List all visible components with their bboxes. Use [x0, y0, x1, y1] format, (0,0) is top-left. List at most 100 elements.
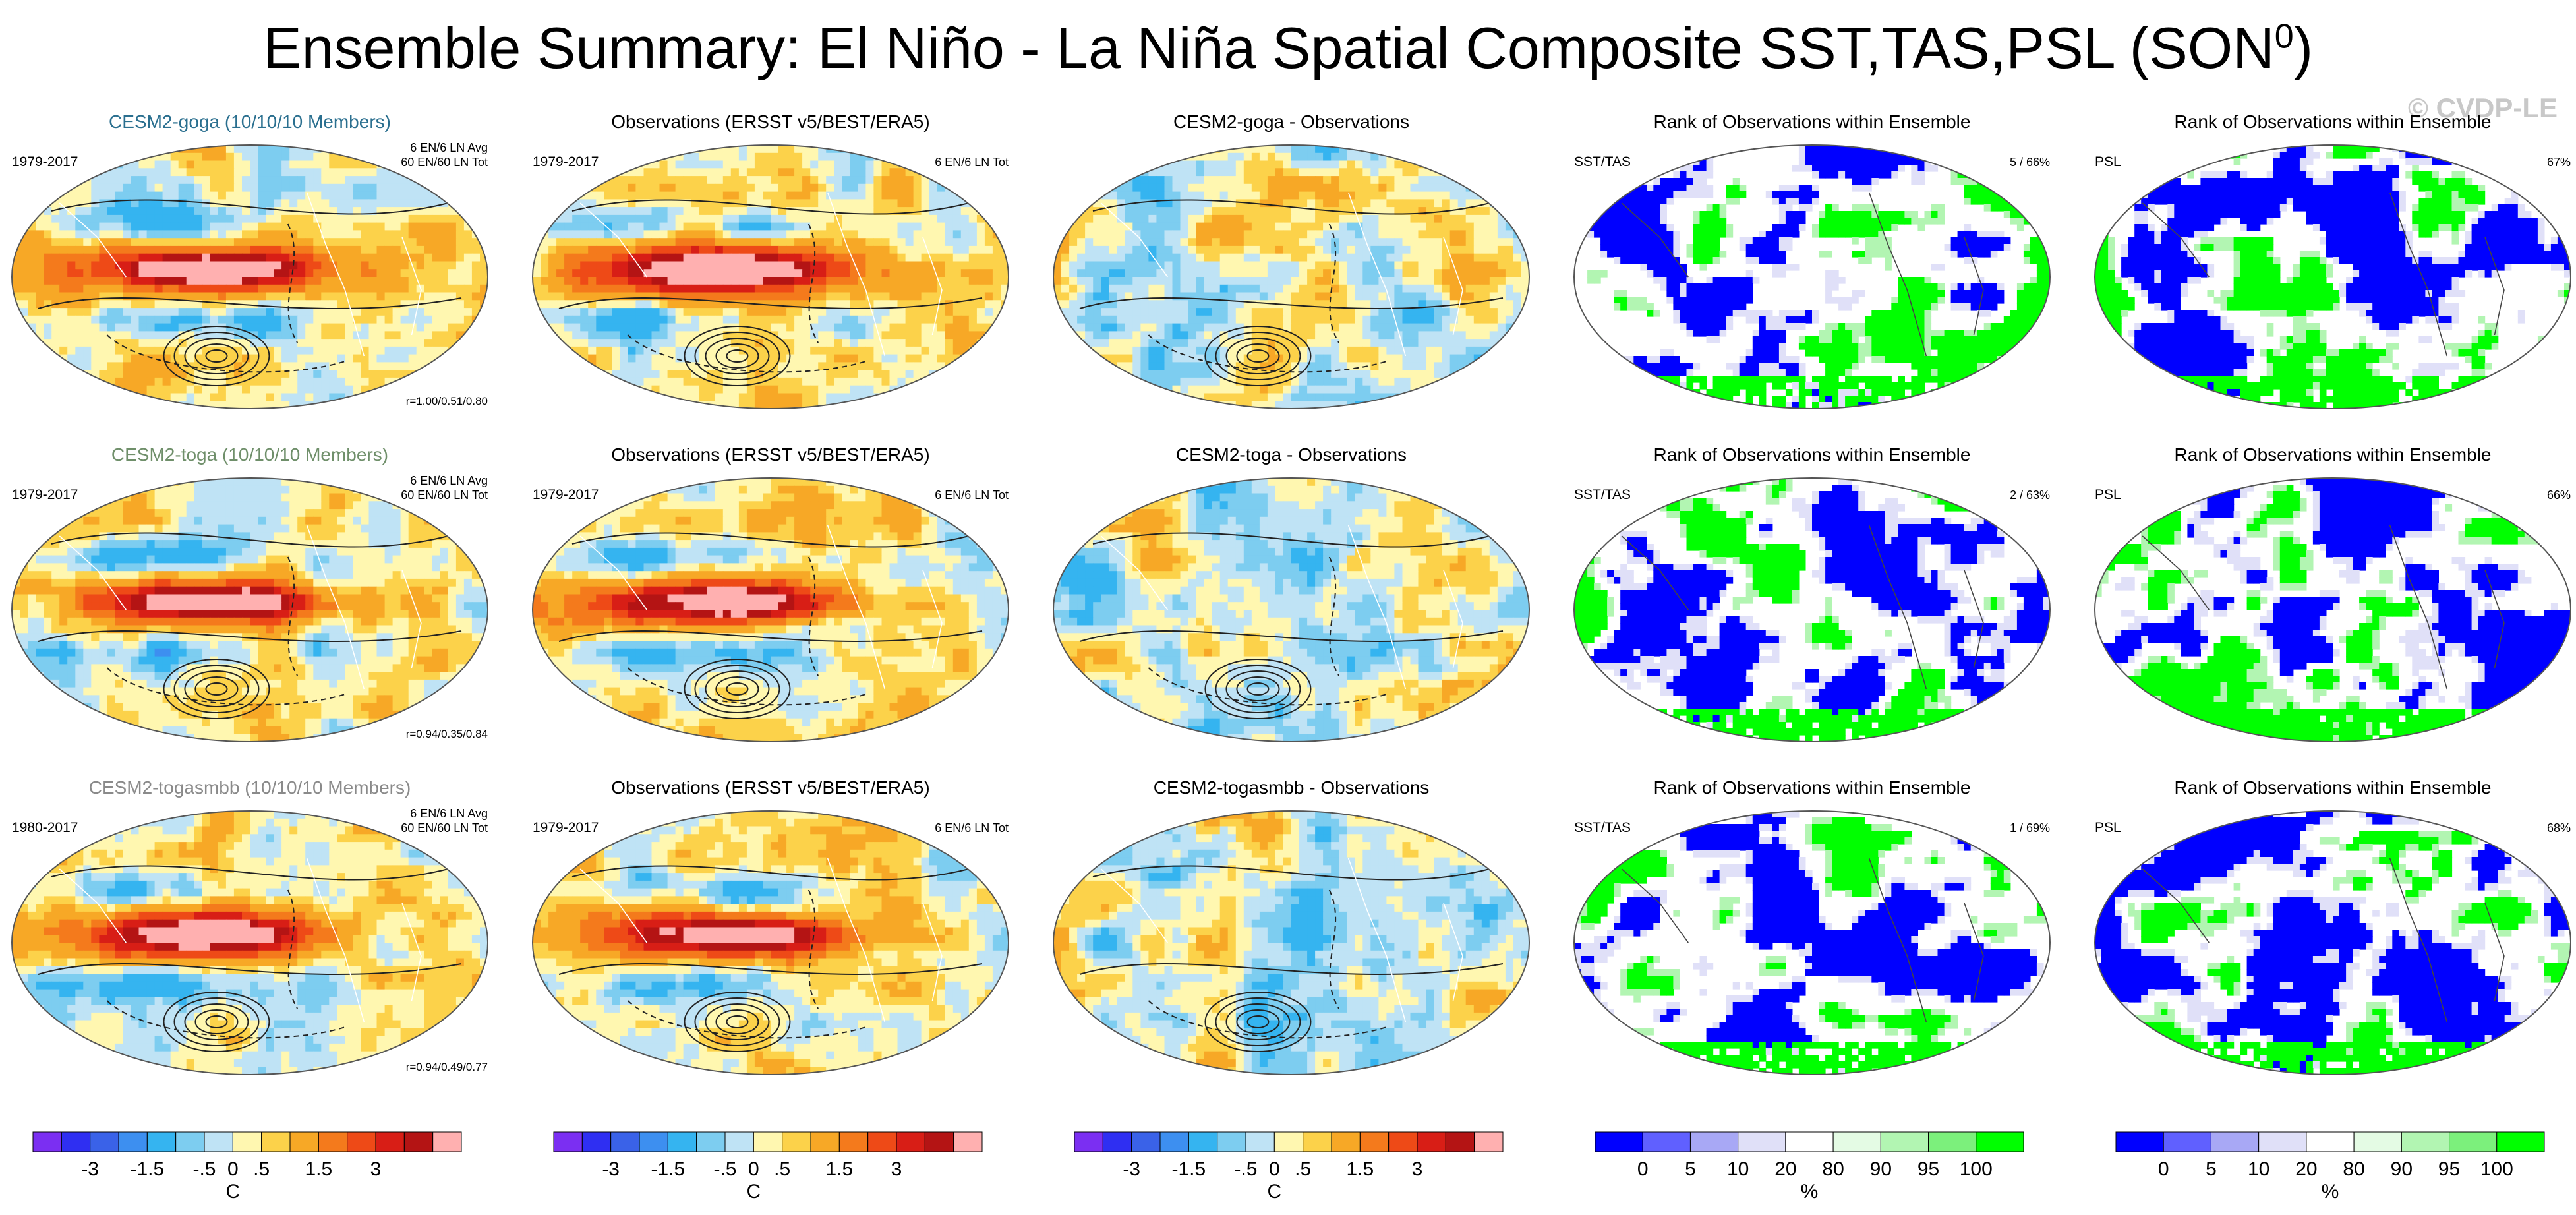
colorbar-tick-label: .5 — [1295, 1158, 1311, 1180]
colorbar-swatch — [1976, 1131, 2024, 1152]
figure-title-close: ) — [2294, 15, 2313, 80]
colorbar-tick-label: -1.5 — [130, 1158, 164, 1180]
coastlines — [579, 525, 943, 690]
panel-left-label: 1979-2017 — [12, 154, 78, 169]
panel-right-label-1: 6 EN/6 LN Avg — [410, 474, 488, 487]
colorbar-swatch — [1131, 1131, 1161, 1152]
panel-right-label-1: 6 EN/6 LN Tot — [935, 821, 1009, 835]
psl-contours — [1079, 532, 1504, 719]
colorbar-swatch — [118, 1131, 148, 1152]
map-field — [533, 811, 1009, 1075]
colorbar-swatch — [2449, 1131, 2498, 1152]
panel-13: Rank of Observations within Ensemble SST/… — [1573, 777, 2051, 1075]
colorbar-swatch — [1642, 1131, 1691, 1152]
map-field — [2095, 811, 2571, 1075]
colorbar-swatch — [753, 1131, 783, 1152]
panel-right-label-1: 6 EN/6 LN Tot — [935, 489, 1009, 502]
coastlines — [2142, 192, 2505, 357]
colorbar-tick-label: 0 — [1637, 1158, 1649, 1180]
colorbar-swatch — [204, 1131, 233, 1152]
colorbar-swatch — [2401, 1131, 2450, 1152]
colorbar-swatch — [1689, 1131, 1739, 1152]
colorbar-tick-label: 10 — [2248, 1158, 2269, 1180]
panel-left-label: SST/TAS — [1574, 487, 1631, 502]
colorbar-swatch — [1217, 1131, 1246, 1152]
panel-left-label: PSL — [2095, 820, 2121, 835]
colorbar-tick-label: 1.5 — [1346, 1158, 1374, 1180]
colorbar-tick-label: -1.5 — [1171, 1158, 1206, 1180]
colorbar-swatch — [1832, 1131, 1881, 1152]
colorbar-swatch — [953, 1131, 983, 1152]
colorbar-swatch — [403, 1131, 434, 1152]
colorbar-swatch — [896, 1131, 925, 1152]
panel-14: Rank of Observations within Ensemble PSL 6… — [2094, 777, 2571, 1075]
colorbar-swatch — [1928, 1131, 1977, 1152]
colorbar-unit-label: C — [1267, 1181, 1281, 1202]
colorbar-tick-label: 5 — [1685, 1158, 1696, 1180]
colorbar-0: -3 -1.5 -.5 0 .5 1.5 3 C — [32, 1131, 462, 1202]
panel-8: Rank of Observations within Ensemble SST/… — [1573, 444, 2051, 742]
colorbar-swatch — [2210, 1131, 2260, 1152]
panel-title: Rank of Observations within Ensemble — [1654, 111, 1971, 132]
colorbar-swatch — [318, 1131, 348, 1152]
colorbar-swatch — [553, 1131, 583, 1152]
panel-right-label-1: 6 EN/6 LN Tot — [935, 156, 1009, 169]
psl-contours — [558, 532, 983, 719]
panel-right-label-1: 66% — [2547, 489, 2571, 502]
panel-left-label: 1979-2017 — [533, 154, 599, 169]
colorbar-swatch — [1331, 1131, 1361, 1152]
colorbar-tick-label: -3 — [602, 1158, 620, 1180]
colorbar-swatch — [1595, 1131, 1643, 1152]
map-border — [532, 810, 1009, 1075]
colorbar-tick-label: -3 — [81, 1158, 99, 1180]
colorbar-swatch — [1785, 1131, 1834, 1152]
panel-title: CESM2-togasmbb - Observations — [1154, 777, 1430, 798]
coastlines — [1621, 525, 1984, 690]
panel-5: CESM2-toga (10/10/10 Members) 1979-2017 6 … — [11, 444, 488, 742]
figure-title-text: Ensemble Summary: El Niño - La Niña Spat… — [263, 15, 2275, 80]
psl-contours — [1079, 199, 1504, 386]
panel-left-label: 1979-2017 — [533, 487, 599, 502]
colorbar-swatch — [1102, 1131, 1132, 1152]
colorbar-tick-label: 80 — [1822, 1158, 1844, 1180]
colorbar-tick-label: 3 — [1412, 1158, 1423, 1180]
colorbar-swatch — [696, 1131, 726, 1152]
colorbar-tick-label: 10 — [1727, 1158, 1749, 1180]
panel-title: Observations (ERSST v5/BEST/ERA5) — [611, 444, 929, 465]
panel-2: CESM2-goga - Observations — [1053, 111, 1530, 409]
colorbar-tick-label: 20 — [2295, 1158, 2317, 1180]
panel-title: Observations (ERSST v5/BEST/ERA5) — [611, 111, 929, 132]
psl-contours — [558, 199, 983, 386]
panel-6: Observations (ERSST v5/BEST/ERA5) 1979-20… — [532, 444, 1009, 742]
map-border — [532, 144, 1009, 409]
colorbar-swatch — [1388, 1131, 1418, 1152]
colorbar-tick-label: 100 — [1960, 1158, 1993, 1180]
panel-left-label: SST/TAS — [1574, 154, 1631, 169]
colorbar-swatch — [2115, 1131, 2164, 1152]
colorbar-tick-label: -.5 — [192, 1158, 216, 1180]
colorbar-swatch — [232, 1131, 262, 1152]
colorbar-2: -3 -1.5 -.5 0 .5 1.5 3 C — [1074, 1131, 1504, 1202]
panel-left-label: 1980-2017 — [12, 820, 78, 835]
map-field — [533, 478, 1009, 742]
panel-title: CESM2-togasmbb (10/10/10 Members) — [89, 777, 411, 798]
colorbar-swatch — [1474, 1131, 1504, 1152]
colorbar-swatch — [2496, 1131, 2545, 1152]
map-field — [1574, 811, 2050, 1075]
colorbar-swatch — [2306, 1131, 2355, 1152]
map-field — [1574, 478, 2050, 742]
panel-right-label-2: 60 EN/60 LN Tot — [401, 156, 488, 169]
colorbar-swatch — [32, 1131, 62, 1152]
psl-contours — [38, 199, 462, 386]
colorbar-swatch — [1188, 1131, 1218, 1152]
panel-title: CESM2-goga - Observations — [1173, 111, 1409, 132]
panel-corner-label: r=0.94/0.49/0.77 — [406, 1061, 488, 1073]
panel-title: Rank of Observations within Ensemble — [1654, 444, 1971, 465]
colorbar-swatch — [838, 1131, 869, 1152]
colorbar-tick-label: 0 — [1269, 1158, 1280, 1180]
panel-title: Rank of Observations within Ensemble — [2175, 111, 2492, 132]
map-border — [532, 477, 1009, 742]
panel-title: Rank of Observations within Ensemble — [2175, 777, 2492, 798]
map-border — [1573, 144, 2051, 409]
colorbar-tick-label: 3 — [891, 1158, 902, 1180]
